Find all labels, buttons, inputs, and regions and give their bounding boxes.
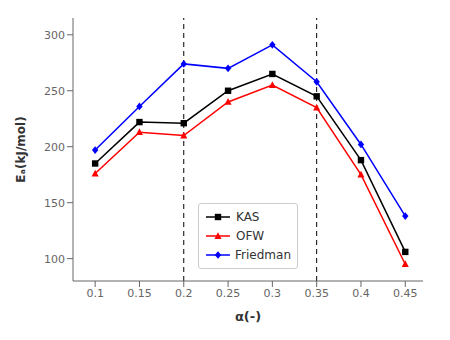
svg-text:0.45: 0.45 — [393, 287, 418, 300]
svg-text:250: 250 — [44, 85, 65, 98]
svg-text:0.1: 0.1 — [86, 287, 104, 300]
svg-text:α(-): α(-) — [235, 309, 261, 324]
svg-text:200: 200 — [44, 141, 65, 154]
svg-text:0.3: 0.3 — [264, 287, 282, 300]
svg-text:300: 300 — [44, 29, 65, 42]
svg-text:0.2: 0.2 — [175, 287, 193, 300]
svg-text:100: 100 — [44, 253, 65, 266]
html-text:OFW: OFW — [236, 229, 265, 243]
svg-text:0.15: 0.15 — [127, 287, 152, 300]
svg-text:0.25: 0.25 — [216, 287, 241, 300]
svg-text:150: 150 — [44, 197, 65, 210]
svg-text:0.4: 0.4 — [352, 287, 370, 300]
svg-text:0.35: 0.35 — [304, 287, 329, 300]
html-text:KAS: KAS — [236, 210, 260, 225]
html-text:Friedman: Friedman — [235, 247, 291, 262]
svg-text:Eₐ(kJ/mol): Eₐ(kJ/mol) — [14, 116, 28, 182]
